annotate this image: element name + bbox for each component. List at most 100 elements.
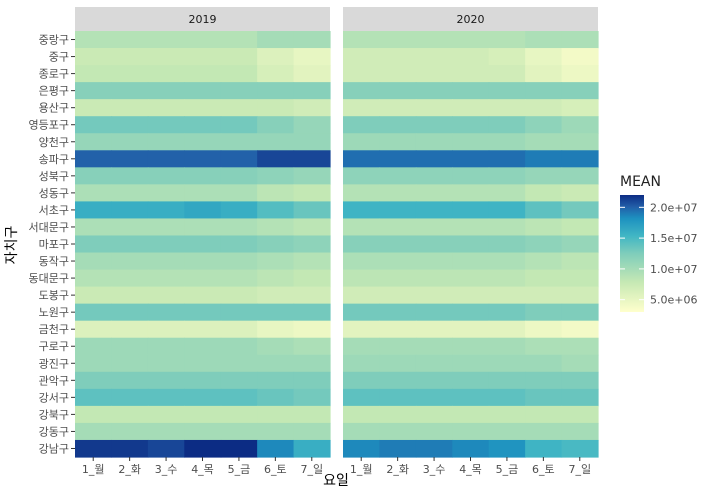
y-axis-title: 자치구 [4,226,20,265]
heatmap-cell: 2020 서초구 3_수: 15500000 [415,201,453,220]
heatmap-cell: 2019 강북구 6_토: 8000000 [257,405,295,424]
heatmap-cell: 2019 금천구 2_화: 6000000 [111,320,149,339]
y-tick-label: 강동구 [39,425,69,438]
heatmap-cell: 2019 성북구 4_목: 12000000 [184,167,222,185]
heatmap-cell: 2020 강남구 6_토: 15500000 [525,439,563,458]
heatmap-cell: 2019 강동구 2_화: 10000000 [111,422,149,441]
heatmap-cell: 2020 동작구 4_목: 9500000 [452,252,490,271]
heatmap-cell: 2019 성북구 6_토: 11500000 [257,167,295,185]
heatmap-cell: 2019 송파구 7_일: 21000000 [293,150,331,168]
heatmap-cell: 2019 양천구 1_월: 11000000 [75,133,113,151]
heatmap-cell: 2020 금천구 6_토: 4500000 [525,320,563,339]
heatmap-cell: 2019 성북구 2_화: 12000000 [111,167,149,185]
heatmap-cell: 2019 강서구 1_월: 14000000 [75,388,113,407]
heatmap-cell: 2020 강동구 2_화: 10000000 [379,422,417,441]
heatmap-cell: 2020 서초구 5_금: 15500000 [488,201,526,220]
facet-panel-2019: 2019 2019 중랑구 1_월: 90000002019 중랑구 2_화: 9… [75,7,331,458]
heatmap-cell: 2019 금천구 4_목: 6000000 [184,320,222,339]
heatmap-cell: 2020 중구 2_화: 7000000 [379,48,417,66]
heatmap-cell: 2020 강동구 4_목: 10000000 [452,422,490,441]
heatmap-cell: 2020 송파구 5_금: 19500000 [488,150,526,168]
heatmap-cell: 2020 성북구 3_수: 11500000 [415,167,453,185]
x-tick-label: 4_목 [459,463,482,476]
legend-title: MEAN [620,174,661,190]
heatmap-cell: 2019 은평구 6_토: 12000000 [257,82,295,100]
heatmap-cell: 2019 서대문구 7_일: 8500000 [293,218,331,237]
y-tick-label: 구로구 [39,340,69,353]
heatmap-cell: 2019 광진구 6_토: 10500000 [257,354,295,373]
heatmap-cell: 2019 용산구 4_목: 7500000 [184,99,222,117]
heatmap-cell: 2020 마포구 1_월: 12000000 [343,235,381,254]
heatmap-cell: 2019 동작구 2_화: 10000000 [111,252,149,271]
x-tick-label: 6_토 [532,463,555,476]
heatmap-cell: 2020 구로구 1_월: 10000000 [343,337,381,356]
heatmap-cell: 2019 관악구 1_월: 12500000 [75,371,113,390]
heatmap-cell: 2020 강남구 3_수: 19000000 [415,439,453,458]
heatmap-cell: 2020 구로구 4_목: 10000000 [452,337,490,356]
heatmap-cell: 2020 은평구 1_월: 12000000 [343,82,381,100]
heatmap-cell: 2019 송파구 1_월: 20000000 [75,150,113,168]
heatmap-cell: 2019 은평구 7_일: 12000000 [293,82,331,100]
heatmap-cell: 2020 강북구 2_화: 8000000 [379,405,417,424]
heatmap-cell: 2019 서초구 7_일: 13500000 [293,201,331,220]
heatmap-cell: 2019 강남구 4_목: 22000000 [184,439,222,458]
y-tick-label: 송파구 [39,153,69,166]
heatmap-cell: 2020 강북구 4_목: 8000000 [452,405,490,424]
y-tick-label: 성동구 [39,187,69,200]
heatmap-cell: 2020 양천구 1_월: 10500000 [343,133,381,151]
heatmap-cell: 2019 관악구 2_화: 12500000 [111,371,149,390]
heatmap-cell: 2019 양천구 6_토: 11000000 [257,133,295,151]
heatmap-cell: 2019 중구 7_일: 5000000 [293,48,331,66]
heatmap-cell: 2019 노원구 4_목: 13000000 [184,303,222,322]
heatmap-cell: 2020 광진구 2_화: 10500000 [379,354,417,373]
heatmap-cell: 2019 송파구 3_수: 20000000 [147,150,185,168]
heatmap-cell: 2020 서대문구 3_수: 9000000 [415,218,453,237]
heatmap-cell: 2019 서초구 2_화: 16000000 [111,201,149,220]
heatmap-cell: 2019 동작구 4_목: 10000000 [184,252,222,271]
heatmap-cell: 2020 관악구 6_토: 12500000 [525,371,563,390]
heatmap-cell: 2019 영등포구 1_월: 13000000 [75,116,113,134]
x-tick-label: 3_수 [155,463,178,476]
heatmap-cell: 2020 중구 7_일: 4000000 [561,48,599,66]
heatmap-cell: 2019 도봉구 6_토: 7000000 [257,286,295,305]
heatmap-cell: 2020 노원구 7_일: 12500000 [561,303,599,322]
heatmap-cell: 2019 강북구 1_월: 8000000 [75,405,113,424]
heatmap-cell: 2019 강남구 6_토: 18500000 [257,439,295,458]
heatmap-cell: 2020 중구 5_금: 6500000 [488,48,526,66]
heatmap-cell: 2020 관악구 7_일: 12500000 [561,371,599,390]
heatmap-cell: 2019 양천구 5_금: 11000000 [220,133,258,151]
heatmap-cell: 2020 강북구 7_일: 8000000 [561,405,599,424]
heatmap-cell: 2019 강남구 2_화: 21500000 [111,439,149,458]
heatmap-cell: 2019 금천구 1_월: 6000000 [75,320,113,339]
heatmap-cell: 2019 강북구 7_일: 8000000 [293,405,331,424]
heatmap-cell: 2019 은평구 3_수: 12000000 [147,82,185,100]
heatmap-cell: 2019 강동구 5_금: 10000000 [220,422,258,441]
heatmap-cell: 2020 강남구 1_월: 18500000 [343,439,381,458]
heatmap-cell: 2020 도봉구 6_토: 7000000 [525,286,563,305]
heatmap-cell: 2020 중구 6_토: 5000000 [525,48,563,66]
heatmap-cell: 2019 서초구 1_월: 16000000 [75,201,113,220]
heatmap-cell: 2020 강남구 5_금: 18000000 [488,439,526,458]
heatmap-cell: 2020 종로구 4_목: 7000000 [452,65,490,83]
heatmap-cell: 2019 성북구 5_금: 12000000 [220,167,258,185]
heatmap-cell: 2020 서대문구 6_토: 8500000 [525,218,563,237]
heatmap-cell: 2019 동대문구 4_목: 9000000 [184,269,222,288]
heatmap-cell: 2019 마포구 5_금: 12500000 [220,235,258,254]
heatmap-cell: 2019 관악구 3_수: 12500000 [147,371,185,390]
heatmap-cell: 2019 강동구 7_일: 10000000 [293,422,331,441]
heatmap-cell: 2020 강동구 5_금: 10000000 [488,422,526,441]
heatmap-cell: 2020 동작구 6_토: 9000000 [525,252,563,271]
heatmap-cell: 2019 강서구 6_토: 13500000 [257,388,295,407]
y-tick-label: 강북구 [39,408,69,421]
heatmap-cell: 2020 관악구 2_화: 12500000 [379,371,417,390]
facet-strip-2020 [343,7,598,31]
heatmap-cell: 2019 강북구 2_화: 8000000 [111,405,149,424]
x-tick-label: 5_금 [496,463,519,476]
heatmap-cell: 2019 종로구 5_금: 8000000 [220,65,258,83]
heatmap-cell: 2019 송파구 6_토: 21000000 [257,150,295,168]
x-tick-label: 7_일 [300,462,323,476]
heatmap-cell: 2020 강서구 5_금: 14000000 [488,388,526,407]
heatmap-cell: 2019 광진구 3_수: 10500000 [147,354,185,373]
heatmap-cell: 2020 중랑구 4_목: 9000000 [452,31,490,49]
heatmap-cell: 2020 성북구 1_월: 11500000 [343,167,381,185]
